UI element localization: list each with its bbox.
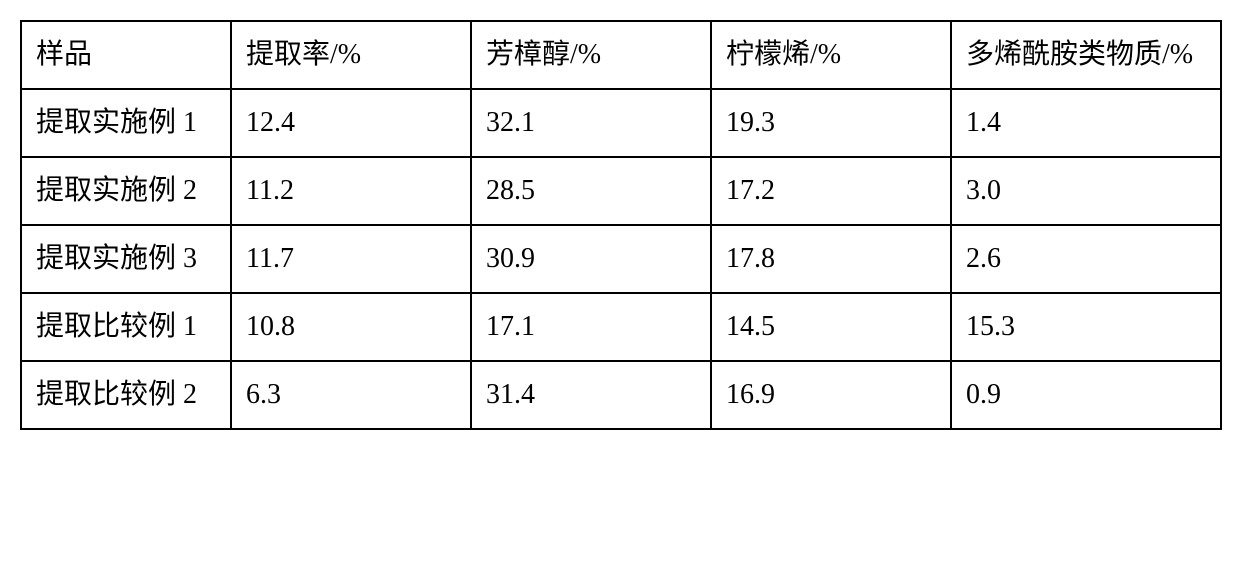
- cell-value: 28.5: [471, 157, 711, 225]
- cell-value: 19.3: [711, 89, 951, 157]
- cell-value: 2.6: [951, 225, 1221, 293]
- cell-sample: 提取比较例 1: [21, 293, 231, 361]
- cell-value: 3.0: [951, 157, 1221, 225]
- table-row: 提取比较例 1 10.8 17.1 14.5 15.3: [21, 293, 1221, 361]
- table-header-row: 样品 提取率/% 芳樟醇/% 柠檬烯/% 多烯酰胺类物质/%: [21, 21, 1221, 89]
- table-row: 提取实施例 1 12.4 32.1 19.3 1.4: [21, 89, 1221, 157]
- cell-sample: 提取实施例 3: [21, 225, 231, 293]
- table-row: 提取比较例 2 6.3 31.4 16.9 0.9: [21, 361, 1221, 429]
- col-header-extraction-rate: 提取率/%: [231, 21, 471, 89]
- cell-value: 17.1: [471, 293, 711, 361]
- cell-value: 0.9: [951, 361, 1221, 429]
- cell-sample: 提取实施例 1: [21, 89, 231, 157]
- col-header-sample: 样品: [21, 21, 231, 89]
- cell-value: 30.9: [471, 225, 711, 293]
- cell-sample: 提取实施例 2: [21, 157, 231, 225]
- cell-value: 31.4: [471, 361, 711, 429]
- table-row: 提取实施例 2 11.2 28.5 17.2 3.0: [21, 157, 1221, 225]
- col-header-linalool: 芳樟醇/%: [471, 21, 711, 89]
- col-header-limonene: 柠檬烯/%: [711, 21, 951, 89]
- cell-value: 32.1: [471, 89, 711, 157]
- data-table: 样品 提取率/% 芳樟醇/% 柠檬烯/% 多烯酰胺类物质/% 提取实施例 1 1…: [20, 20, 1222, 430]
- cell-value: 11.2: [231, 157, 471, 225]
- cell-value: 15.3: [951, 293, 1221, 361]
- cell-value: 1.4: [951, 89, 1221, 157]
- cell-value: 17.2: [711, 157, 951, 225]
- col-header-polyene-amide: 多烯酰胺类物质/%: [951, 21, 1221, 89]
- cell-value: 16.9: [711, 361, 951, 429]
- cell-value: 17.8: [711, 225, 951, 293]
- cell-value: 14.5: [711, 293, 951, 361]
- cell-value: 11.7: [231, 225, 471, 293]
- cell-sample: 提取比较例 2: [21, 361, 231, 429]
- cell-value: 12.4: [231, 89, 471, 157]
- cell-value: 6.3: [231, 361, 471, 429]
- cell-value: 10.8: [231, 293, 471, 361]
- table-row: 提取实施例 3 11.7 30.9 17.8 2.6: [21, 225, 1221, 293]
